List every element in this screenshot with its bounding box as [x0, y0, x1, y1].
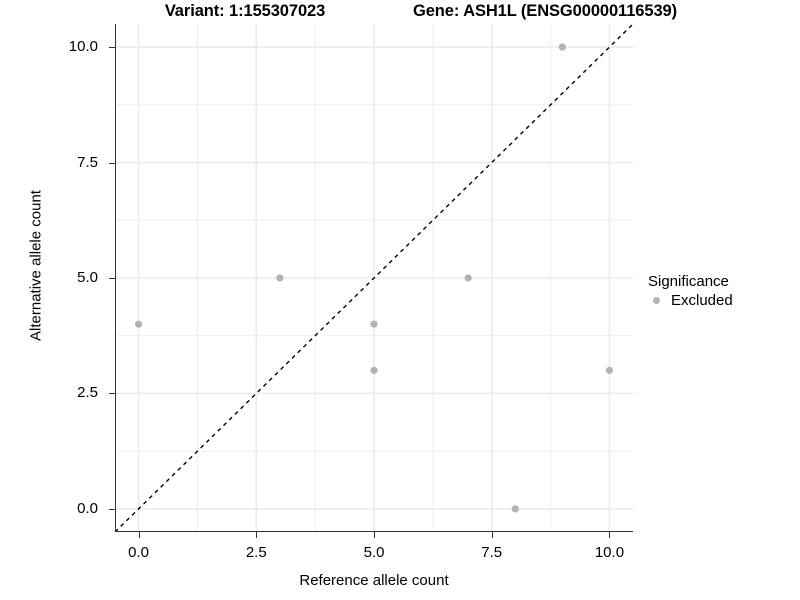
x-tick-mark: [138, 532, 140, 538]
plot-title-row: Variant: 1:155307023 Gene: ASH1L (ENSG00…: [0, 0, 800, 26]
legend-point-icon: [648, 292, 665, 309]
x-tick-label: 0.0: [128, 544, 149, 561]
y-axis-line: [115, 24, 116, 532]
y-tick-label: 0.0: [77, 499, 98, 517]
plot-panel: [115, 24, 633, 532]
x-tick-label: 5.0: [363, 544, 385, 561]
x-axis-line: [115, 531, 633, 532]
x-tick-label: 10.0: [594, 544, 625, 561]
y-tick-mark: [109, 508, 115, 510]
y-tick-label: 7.5: [77, 153, 98, 171]
y-tick-label: 2.5: [77, 384, 98, 402]
x-axis-label: Reference allele count: [299, 572, 449, 589]
y-tick-mark: [109, 278, 115, 279]
x-tick-mark: [491, 532, 493, 538]
variant-title: Variant: 1:155307023: [164, 2, 326, 20]
legend: Significance Excluded: [648, 272, 798, 309]
legend-items: Excluded: [648, 292, 798, 309]
x-tick-mark: [374, 532, 375, 538]
y-tick-mark: [109, 162, 115, 164]
x-tick-label: 2.5: [245, 544, 267, 561]
y-tick-mark: [109, 47, 115, 49]
legend-title: Significance: [648, 273, 729, 290]
y-tick-mark: [109, 393, 115, 395]
x-tick-mark: [256, 532, 258, 538]
legend-item-label: Excluded: [671, 292, 733, 309]
y-tick-label: 10.0: [68, 38, 98, 56]
plot-canvas: [115, 24, 633, 532]
x-tick-mark: [609, 532, 611, 538]
gene-title: Gene: ASH1L (ENSG00000116539): [413, 2, 677, 20]
x-tick-label: 7.5: [481, 544, 503, 561]
legend-item-excluded[interactable]: Excluded: [648, 292, 798, 309]
y-axis-label: Alternative allele count: [27, 190, 45, 341]
y-tick-label: 5.0: [77, 269, 98, 286]
